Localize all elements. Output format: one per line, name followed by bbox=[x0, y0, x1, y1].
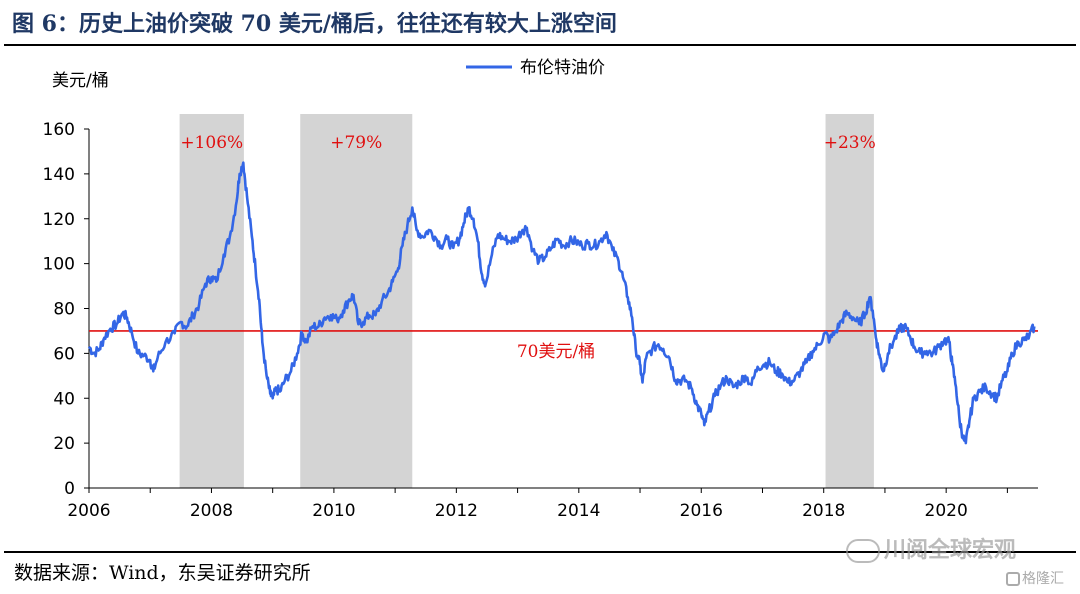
shaded-period-label-3: +23% bbox=[824, 133, 876, 153]
shaded-period-label-1: +106% bbox=[180, 133, 243, 153]
shaded-period-1 bbox=[179, 114, 244, 488]
x-tick-label: 2006 bbox=[67, 501, 110, 521]
bottom-rule bbox=[4, 551, 1076, 553]
x-tick-label: 2018 bbox=[802, 501, 845, 521]
threshold-label: 70美元/桶 bbox=[517, 342, 595, 362]
wechat-icon bbox=[846, 539, 880, 563]
figure-title: 图 6：历史上油价突破 70 美元/桶后，往往还有较大上涨空间 bbox=[12, 11, 617, 37]
watermark-text: 川阅全球宏观 bbox=[884, 538, 1017, 563]
y-tick-label: 160 bbox=[43, 120, 75, 140]
x-tick-label: 2016 bbox=[680, 501, 723, 521]
series-line-brent bbox=[87, 161, 1036, 445]
y-tick-label: 20 bbox=[53, 434, 75, 454]
y-tick-label: 60 bbox=[53, 344, 75, 364]
y-tick-label: 100 bbox=[43, 255, 75, 275]
y-tick-label: 120 bbox=[43, 210, 75, 230]
x-tick-label: 2014 bbox=[557, 501, 600, 521]
x-tick-label: 2020 bbox=[925, 501, 968, 521]
shaded-period-3 bbox=[825, 114, 874, 488]
y-tick-label: 140 bbox=[43, 165, 75, 185]
x-tick-label: 2012 bbox=[435, 501, 478, 521]
source-note: 数据来源：Wind，东吴证券研究所 bbox=[14, 562, 311, 584]
logo-text: 格隆汇 bbox=[1022, 571, 1064, 587]
logo-icon bbox=[1006, 572, 1020, 586]
top-rule bbox=[4, 44, 1076, 46]
legend-label: 布伦特油价 bbox=[520, 58, 605, 78]
shaded-period-2 bbox=[300, 114, 413, 488]
y-tick-label: 40 bbox=[53, 389, 75, 409]
y-tick-label: 80 bbox=[53, 300, 75, 320]
logo: 格隆汇 bbox=[1006, 568, 1064, 588]
x-tick-label: 2010 bbox=[312, 501, 355, 521]
y-tick-label: 0 bbox=[64, 479, 75, 499]
legend: 布伦特油价 bbox=[466, 58, 605, 78]
y-axis-label: 美元/桶 bbox=[52, 71, 109, 91]
x-tick-label: 2008 bbox=[190, 501, 233, 521]
watermark: 川阅全球宏观 bbox=[846, 532, 1016, 564]
shaded-period-label-2: +79% bbox=[330, 133, 382, 153]
